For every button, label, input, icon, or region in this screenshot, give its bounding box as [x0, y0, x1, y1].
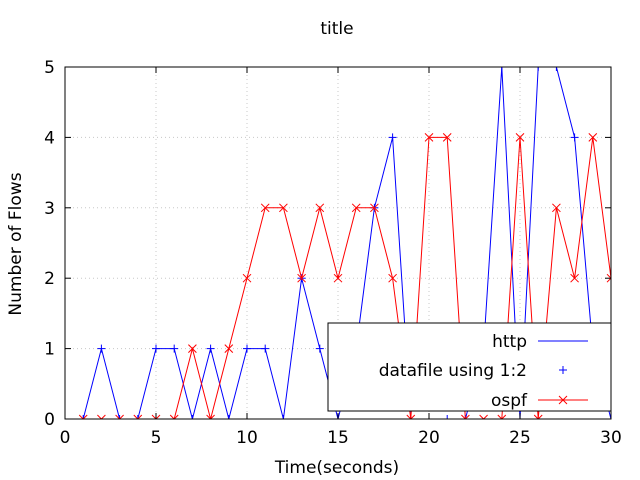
data-point	[537, 414, 543, 419]
x-tick-label: 25	[509, 428, 531, 448]
legend-items: http datafile using 1:2 ospf	[379, 332, 588, 411]
data-point	[333, 273, 343, 283]
data-point	[464, 414, 470, 419]
data-point	[206, 414, 212, 419]
data-point	[97, 414, 103, 419]
ticks: 0 5 10 15 20 25 30 0 1 2 3 4 5	[44, 58, 622, 448]
data-point	[410, 414, 416, 419]
legend-label: ospf	[491, 391, 528, 411]
data-point	[552, 203, 561, 213]
data-point	[424, 133, 434, 142]
data-point	[497, 414, 503, 419]
x-axis-title: Time(seconds)	[274, 458, 399, 478]
legend-box	[327, 322, 612, 412]
legend: http datafile using 1:2 ospf	[327, 322, 612, 412]
data-point	[388, 273, 397, 283]
data-point	[155, 414, 161, 419]
x-tick-label: 0	[60, 428, 71, 448]
data-point	[606, 273, 611, 279]
x-tick-label: 10	[236, 428, 258, 448]
data-point	[315, 203, 325, 213]
data-point	[82, 414, 88, 419]
data-point	[151, 414, 157, 419]
legend-swatch-marker	[558, 395, 568, 405]
legend-label: datafile using 1:2	[379, 361, 527, 381]
data-point	[224, 344, 234, 353]
data-point	[606, 277, 611, 283]
chart-title: title	[320, 19, 353, 39]
series-line	[83, 136, 611, 419]
data-point	[118, 414, 124, 419]
y-tick-label: 1	[44, 340, 55, 360]
data-point	[406, 414, 412, 419]
y-tick-label: 3	[44, 199, 55, 219]
y-tick-label: 4	[44, 128, 55, 148]
legend-label: http	[492, 332, 527, 352]
data-point	[297, 273, 306, 283]
data-point	[137, 414, 143, 419]
data-point	[370, 203, 379, 213]
y-axis-title: Number of Flows	[6, 172, 26, 315]
data-point	[533, 414, 539, 419]
data-point	[442, 133, 452, 142]
x-tick-label: 15	[327, 428, 349, 448]
data-point	[209, 414, 215, 419]
data-point	[479, 414, 485, 419]
x-tick-label: 20	[418, 428, 440, 448]
data-point	[482, 414, 488, 419]
y-tick-label: 2	[44, 269, 55, 289]
x-tick-label: 30	[600, 428, 622, 448]
data-point	[173, 414, 179, 419]
series-2	[78, 133, 611, 419]
data-point	[260, 203, 270, 213]
data-point	[461, 414, 467, 419]
data-point	[501, 414, 507, 419]
data-point	[188, 344, 197, 353]
data-point	[100, 414, 106, 419]
data-point	[242, 273, 252, 283]
data-point	[133, 414, 139, 419]
data-point	[351, 203, 361, 213]
data-point	[78, 414, 84, 419]
y-tick-label: 5	[44, 58, 55, 78]
y-tick-label: 0	[44, 410, 55, 430]
data-point	[570, 273, 579, 283]
data-point	[279, 203, 288, 213]
data-point	[515, 133, 525, 142]
data-point	[169, 414, 175, 419]
data-point	[115, 414, 121, 419]
x-tick-label: 5	[151, 428, 162, 448]
data-point	[588, 133, 598, 142]
